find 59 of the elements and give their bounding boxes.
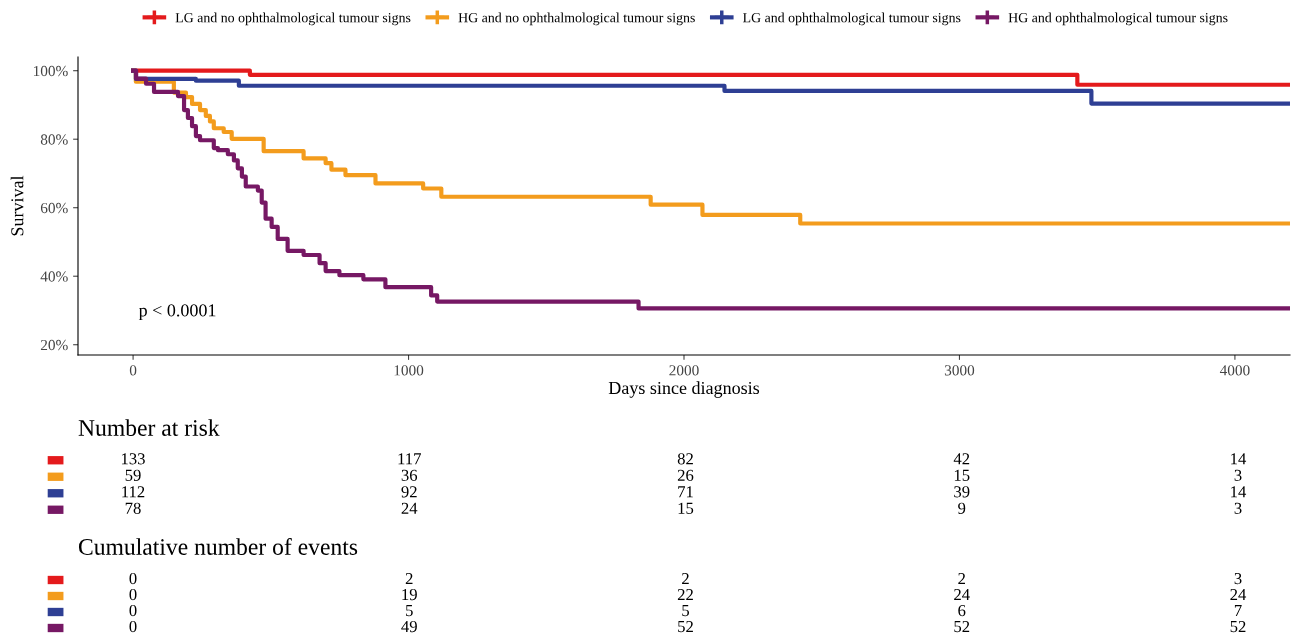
text: 3 (1234, 469, 1242, 481)
text: 49 (401, 620, 417, 633)
text: 0 (129, 572, 137, 585)
text: 3 (1234, 502, 1242, 514)
x-tick-label: 1000 (394, 365, 424, 376)
text: 26 (677, 469, 694, 481)
text: 39 (954, 486, 970, 498)
text: 0 (129, 588, 137, 601)
text: 71 (678, 486, 693, 498)
annotation: p < 0.0001 (138, 304, 216, 321)
legend-label: LG and ophthalmological tumour signs (743, 12, 961, 26)
legend-label: HG and ophthalmological tumour signs (1008, 12, 1228, 26)
text: 0 (129, 620, 137, 633)
x-axis-title: Days since diagnosis (608, 381, 760, 398)
text: 52 (678, 620, 693, 633)
text: 9 (958, 502, 966, 514)
legend-label: HG and no ophthalmological tumour signs (458, 12, 695, 26)
y-tick-label: 60% (40, 202, 68, 214)
text: 36 (401, 469, 418, 481)
x-tick-label: 2000 (669, 365, 699, 376)
text: 92 (401, 486, 417, 498)
legend-label: LG and no ophthalmological tumour signs (175, 12, 411, 26)
text: 3 (1234, 572, 1242, 585)
text: 24 (401, 502, 418, 514)
text: 78 (125, 502, 141, 514)
y-tick-label: 40% (40, 271, 68, 282)
text: 112 (122, 486, 145, 498)
text: 59 (125, 469, 141, 481)
y-tick-label: 20% (40, 339, 68, 351)
text: 24 (1230, 588, 1247, 601)
text: 5 (406, 605, 413, 617)
text: 2 (958, 572, 965, 585)
y-tick-label: 80% (40, 134, 68, 145)
text: 82 (677, 453, 693, 465)
text: 52 (1230, 620, 1246, 633)
text: 42 (953, 453, 970, 465)
text: 22 (677, 588, 693, 601)
text: 2 (682, 572, 689, 585)
text: 52 (954, 620, 970, 633)
text: Number at risk (78, 419, 220, 436)
text: 14 (1231, 486, 1247, 498)
x-tick-label: 4000 (1219, 365, 1250, 376)
text: 5 (682, 605, 690, 617)
x-tick-label: 3000 (944, 365, 975, 376)
text: 15 (678, 502, 694, 514)
y-axis-title: Survival (10, 175, 24, 236)
text: 6 (958, 604, 966, 617)
text: 117 (398, 453, 421, 465)
x-tick-label: 0 (129, 365, 137, 376)
text: 19 (402, 588, 417, 601)
text: 7 (1234, 605, 1242, 617)
text: 2 (405, 572, 413, 585)
text: Cumulative number of events (78, 538, 358, 555)
text: 14 (1231, 453, 1247, 465)
text: 0 (129, 604, 137, 617)
y-tick-label: 100% (33, 65, 68, 77)
text: 133 (121, 453, 145, 465)
text: 15 (954, 469, 970, 481)
text: 24 (954, 588, 970, 601)
